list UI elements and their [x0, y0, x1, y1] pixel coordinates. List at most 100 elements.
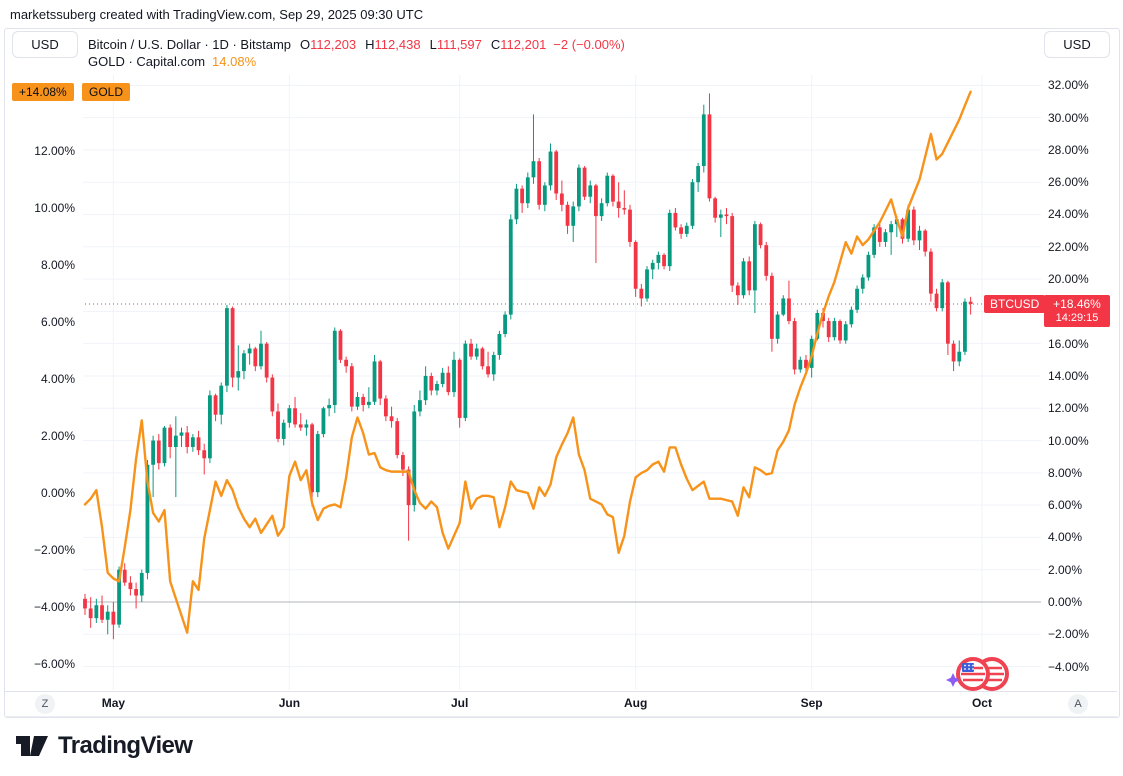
candle[interactable]	[741, 258, 746, 299]
candle[interactable]	[225, 304, 229, 393]
candle[interactable]	[315, 430, 320, 498]
candle[interactable]	[804, 354, 808, 372]
candle[interactable]	[491, 351, 496, 381]
candle[interactable]	[594, 183, 598, 263]
candle[interactable]	[718, 209, 723, 238]
candle[interactable]	[838, 319, 842, 344]
left-scale-currency-button[interactable]: USD	[12, 31, 78, 58]
candle[interactable]	[378, 359, 383, 406]
candle[interactable]	[934, 288, 939, 312]
candle[interactable]	[968, 296, 973, 315]
candle[interactable]	[559, 180, 564, 212]
candle[interactable]	[457, 358, 462, 428]
candle[interactable]	[435, 380, 439, 396]
candle[interactable]	[696, 162, 701, 192]
candle[interactable]	[338, 329, 343, 364]
candle[interactable]	[684, 222, 689, 238]
candle[interactable]	[520, 185, 525, 213]
candle[interactable]	[963, 298, 967, 355]
candle[interactable]	[497, 330, 502, 360]
candle[interactable]	[219, 382, 224, 425]
candle[interactable]	[128, 576, 133, 596]
right-price-axis[interactable]: 32.00% 30.00% 28.00% 26.00% 24.00% 22.00% 20.0…	[1048, 0, 1122, 776]
candle[interactable]	[645, 266, 649, 302]
candle[interactable]	[236, 345, 241, 391]
candle[interactable]	[355, 392, 360, 410]
candle[interactable]	[287, 405, 292, 428]
candle[interactable]	[747, 256, 752, 296]
candle[interactable]	[855, 285, 859, 313]
candle[interactable]	[304, 419, 309, 436]
candle[interactable]	[883, 229, 888, 247]
candle[interactable]	[281, 419, 286, 446]
candle[interactable]	[911, 206, 916, 246]
candle[interactable]	[582, 166, 587, 200]
candle[interactable]	[650, 259, 655, 280]
candle[interactable]	[843, 321, 848, 344]
timezone-button[interactable]: Z	[35, 694, 55, 714]
candle[interactable]	[679, 224, 683, 239]
candle[interactable]	[185, 426, 190, 454]
candle[interactable]	[293, 396, 297, 428]
candle[interactable]	[576, 164, 581, 212]
candle[interactable]	[259, 330, 263, 370]
candle[interactable]	[196, 430, 201, 456]
candle[interactable]	[946, 280, 950, 355]
candle[interactable]	[531, 114, 536, 184]
candle[interactable]	[928, 248, 933, 302]
candle[interactable]	[724, 208, 729, 225]
candle[interactable]	[247, 343, 252, 365]
candle[interactable]	[406, 466, 411, 541]
candle[interactable]	[798, 356, 803, 373]
candle[interactable]	[383, 395, 388, 422]
auto-scale-button[interactable]: A	[1068, 694, 1088, 714]
candle[interactable]	[503, 311, 507, 338]
candle[interactable]	[327, 398, 332, 417]
candle[interactable]	[826, 317, 831, 343]
candle[interactable]	[656, 251, 661, 270]
candle[interactable]	[190, 434, 195, 452]
candle[interactable]	[412, 405, 417, 512]
candle[interactable]	[321, 406, 326, 438]
time-axis[interactable]: Z May Jun Jul Aug Sep Oct A	[5, 691, 1117, 717]
candle[interactable]	[242, 350, 246, 380]
candle[interactable]	[860, 274, 865, 294]
candle[interactable]	[298, 413, 303, 431]
candle[interactable]	[264, 342, 269, 383]
candle[interactable]	[134, 582, 138, 609]
candle[interactable]	[156, 434, 161, 470]
candle[interactable]	[923, 229, 928, 257]
candle[interactable]	[628, 204, 632, 247]
candle[interactable]	[463, 340, 468, 422]
candle[interactable]	[111, 602, 116, 640]
candle[interactable]	[395, 417, 400, 459]
candle[interactable]	[792, 317, 797, 375]
candle[interactable]	[951, 340, 956, 372]
candle[interactable]	[486, 351, 490, 378]
candle[interactable]	[429, 372, 434, 396]
candle[interactable]	[849, 306, 854, 328]
candle[interactable]	[662, 253, 666, 270]
candle[interactable]	[276, 403, 280, 443]
candle[interactable]	[940, 279, 945, 312]
candle[interactable]	[633, 240, 638, 297]
candle[interactable]	[366, 387, 371, 409]
candle[interactable]	[452, 351, 456, 397]
candle[interactable]	[213, 393, 218, 422]
candle[interactable]	[571, 201, 576, 242]
candle[interactable]	[514, 183, 519, 225]
candle[interactable]	[832, 317, 837, 341]
candle[interactable]	[270, 374, 275, 417]
candle[interactable]	[639, 283, 644, 307]
candle[interactable]	[673, 208, 678, 231]
tradingview-logo[interactable]: TradingView	[14, 730, 193, 762]
candle[interactable]	[599, 198, 604, 221]
candle[interactable]	[713, 196, 718, 223]
candle[interactable]	[758, 222, 763, 249]
candle[interactable]	[480, 346, 485, 370]
candle[interactable]	[469, 338, 473, 360]
right-scale-currency-button[interactable]: USD	[1044, 31, 1110, 58]
candle[interactable]	[423, 366, 428, 406]
candle[interactable]	[372, 354, 377, 406]
candle[interactable]	[168, 424, 173, 459]
